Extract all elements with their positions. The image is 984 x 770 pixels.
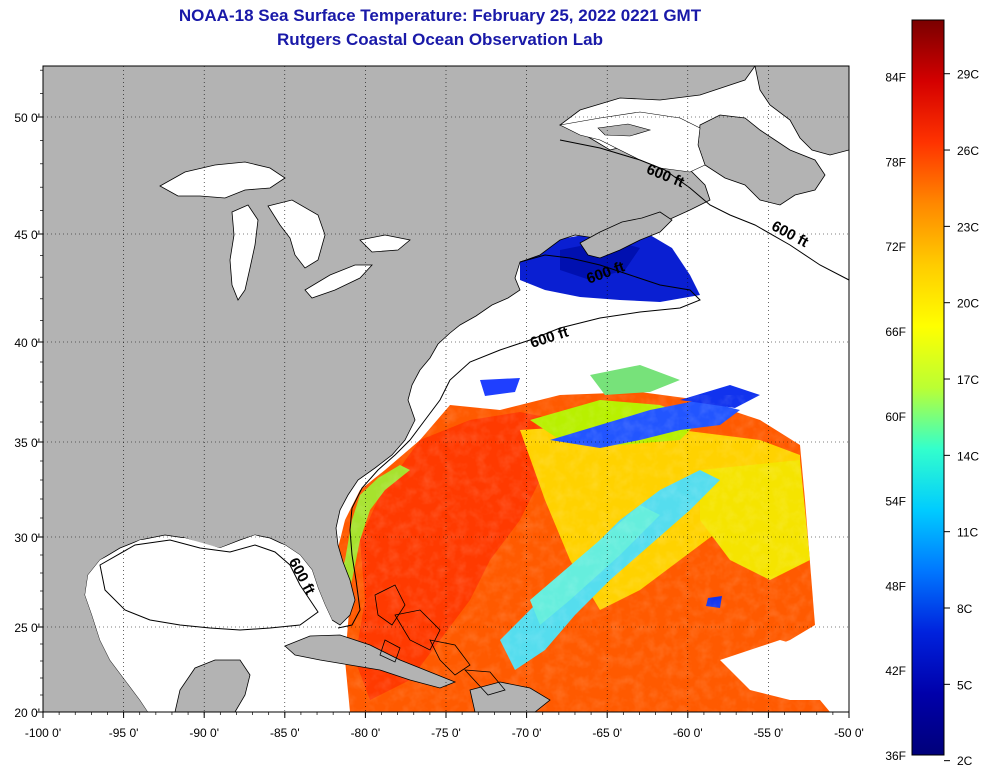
land-yucatan	[174, 659, 251, 712]
colorbar-c-label: 5C	[957, 678, 973, 692]
lat-tick-label: 35 0'	[14, 436, 40, 450]
lake-erie	[304, 264, 373, 299]
sst-blue-streaks-3	[480, 378, 520, 396]
land-hispaniola	[469, 681, 551, 712]
colorbar-c-label: 2C	[957, 754, 973, 768]
colorbar-f-label: 78F	[885, 155, 906, 169]
land-newfoundland	[697, 114, 826, 206]
colorbar-c-label: 26C	[957, 144, 979, 158]
lon-tick-label: -90 0'	[189, 726, 219, 740]
sst-field	[300, 232, 830, 712]
lat-tick-label: 25 0'	[14, 621, 40, 635]
lon-tick-label: -75 0'	[431, 726, 461, 740]
colorbar-c-label: 8C	[957, 602, 973, 616]
colorbar-fahrenheit-labels: 84F 78F 72F 66F 60F 54F 48F 42F 36F	[885, 71, 906, 763]
land-nova-scotia	[579, 211, 673, 259]
colorbar-c-label: 14C	[957, 449, 979, 463]
lat-tick-label: 30 0'	[14, 531, 40, 545]
longitude-axis: -100 0' -95 0' -90 0' -85 0' -80 0' -75 0' -70…	[25, 712, 864, 740]
lon-tick-label: -100 0'	[25, 726, 61, 740]
colorbar-c-label: 23C	[957, 220, 979, 234]
latitude-axis: 20 0' 25 0' 30 0' 35 0' 40 0' 45 0' 50 0'	[14, 69, 43, 720]
land-cuba	[284, 634, 457, 689]
colorbar-f-label: 60F	[885, 410, 906, 424]
map-subtitle: Rutgers Coastal Ocean Observation Lab	[277, 30, 603, 49]
lon-tick-label: -65 0'	[592, 726, 622, 740]
lat-tick-label: 40 0'	[14, 336, 40, 350]
land-north-america	[43, 66, 756, 712]
lake-superior	[159, 161, 286, 199]
lake-michigan	[229, 204, 259, 301]
water-gulf-of-mexico	[85, 535, 332, 712]
lon-tick-label: -60 0'	[673, 726, 703, 740]
land-anticosti	[597, 123, 652, 137]
colorbar-c-label: 11C	[957, 526, 978, 540]
lon-tick-label: -85 0'	[270, 726, 300, 740]
lon-tick-label: -70 0'	[512, 726, 542, 740]
lon-tick-label: -50 0'	[834, 726, 864, 740]
water-st-lawrence	[559, 111, 706, 173]
colorbar-f-label: 54F	[885, 495, 906, 509]
colorbar	[911, 19, 945, 756]
lake-ontario	[359, 234, 411, 253]
colorbar-c-label: 17C	[957, 373, 979, 387]
map-title: NOAA-18 Sea Surface Temperature: Februar…	[178, 6, 702, 25]
lon-tick-label: -55 0'	[754, 726, 784, 740]
lat-tick-label: 45 0'	[14, 228, 40, 242]
colorbar-f-label: 36F	[885, 749, 906, 763]
lake-huron	[267, 199, 326, 269]
colorbar-f-label: 84F	[885, 71, 906, 85]
colorbar-f-label: 48F	[885, 579, 906, 593]
lat-tick-label: 20 0'	[14, 706, 40, 720]
lat-tick-label: 50 0'	[14, 111, 40, 125]
land-labrador	[754, 66, 849, 156]
colorbar-c-label: 20C	[957, 297, 979, 311]
lon-tick-label: -80 0'	[351, 726, 381, 740]
lon-tick-label: -95 0'	[109, 726, 139, 740]
sst-green-patches-2	[590, 365, 680, 395]
bahamas-banks	[374, 584, 506, 696]
colorbar-c-label: 29C	[957, 68, 979, 82]
colorbar-celsius-labels: 29C 26C 23C 20C 17C 14C 11C 8C 5C 2C	[944, 68, 979, 768]
colorbar-f-label: 42F	[885, 664, 906, 678]
colorbar-f-label: 66F	[885, 325, 906, 339]
colorbar-f-label: 72F	[885, 240, 906, 254]
isobath-600ft	[99, 139, 849, 631]
